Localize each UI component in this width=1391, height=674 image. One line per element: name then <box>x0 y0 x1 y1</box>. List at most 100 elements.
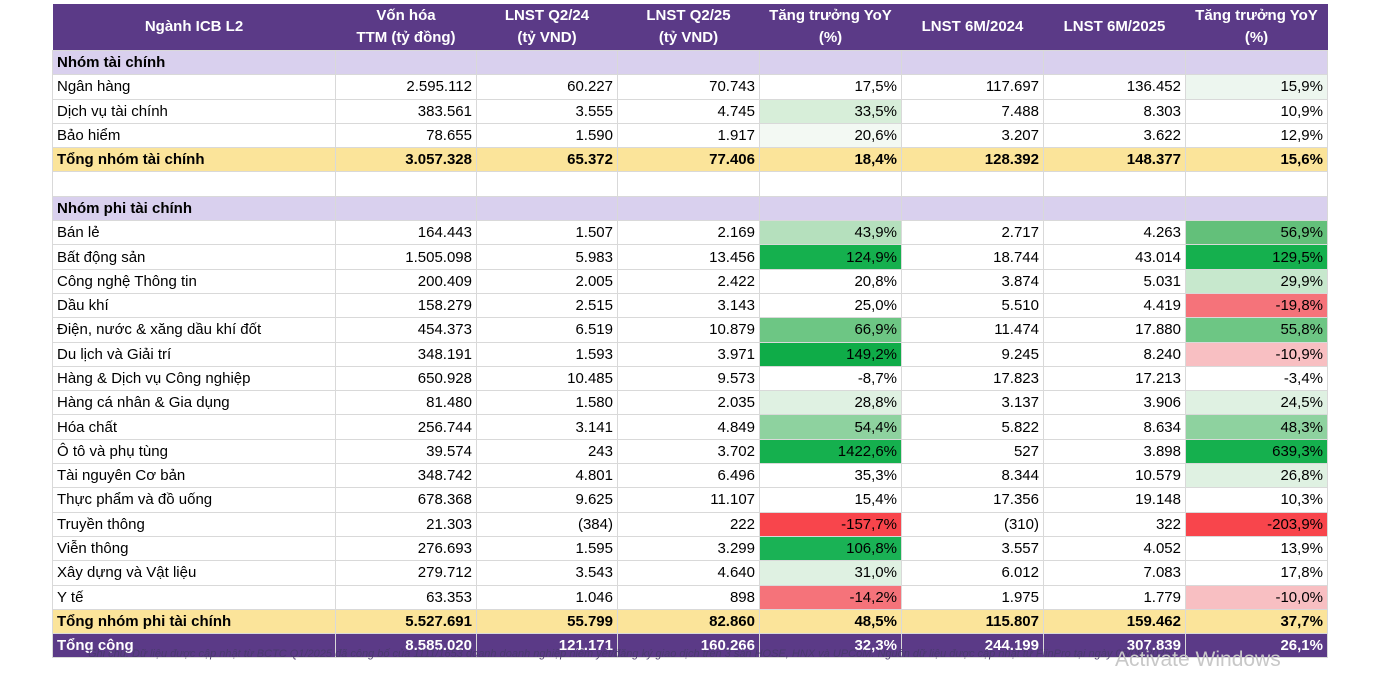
value-cell: 527 <box>901 438 1044 465</box>
value-cell: 243 <box>476 438 618 465</box>
column-header: LNST 6M/2024 <box>901 4 1044 51</box>
value-cell: 5.822 <box>901 414 1044 440</box>
empty-row <box>52 171 1328 197</box>
value-cell <box>476 49 618 76</box>
value-cell: 1.046 <box>476 584 618 610</box>
value-cell: 639,3% <box>1185 438 1328 465</box>
value-cell <box>1043 195 1186 222</box>
sector-name: Viễn thông <box>52 535 336 562</box>
sector-name: Xây dựng và Vật liệu <box>52 560 336 586</box>
value-cell: 3.299 <box>617 535 760 562</box>
value-cell: 244.199 <box>901 633 1044 659</box>
value-cell: 1.917 <box>617 122 760 149</box>
column-header: LNST Q2/24 (tỷ VND) <box>476 4 618 51</box>
value-cell: 15,6% <box>1185 147 1328 173</box>
value-cell: 82.860 <box>617 608 760 635</box>
group-row: Nhóm phi tài chính <box>52 195 1328 222</box>
value-cell: 2.169 <box>617 220 760 246</box>
value-cell <box>476 171 618 197</box>
sector-name: Hàng & Dịch vụ Công nghiệp <box>52 365 336 392</box>
value-cell: 307.839 <box>1043 633 1186 659</box>
value-cell: 5.983 <box>476 244 618 270</box>
value-cell: 17.823 <box>901 365 1044 392</box>
table-row: Viễn thông 276.693 1.595 3.299 106,8% 3.557 4.… <box>52 535 1328 562</box>
value-cell: 29,9% <box>1185 268 1328 294</box>
value-cell: 48,3% <box>1185 414 1328 440</box>
value-cell: 18,4% <box>759 147 902 173</box>
value-cell: (384) <box>476 511 618 537</box>
value-cell: 3.906 <box>1043 390 1186 416</box>
value-cell: 17.880 <box>1043 317 1186 343</box>
value-cell: 1.580 <box>476 390 618 416</box>
value-cell: 19.148 <box>1043 487 1186 513</box>
table-row: Ngân hàng 2.595.112 60.227 70.743 17,5% 117.6… <box>52 74 1328 100</box>
table-row: Y tế 63.353 1.046 898 -14,2% 1.975 1.779 -10,0% <box>52 584 1328 610</box>
value-cell: 276.693 <box>335 535 477 562</box>
value-cell: 63.353 <box>335 584 477 610</box>
value-cell: 10.579 <box>1043 463 1186 489</box>
value-cell: 11.474 <box>901 317 1044 343</box>
value-cell: 10.879 <box>617 317 760 343</box>
value-cell: 454.373 <box>335 317 477 343</box>
value-cell: 20,8% <box>759 268 902 294</box>
value-cell: 8.240 <box>1043 341 1186 367</box>
total-row: Tổng nhóm tài chính 3.057.328 65.372 77.406… <box>52 147 1328 173</box>
value-cell: 4.419 <box>1043 292 1186 319</box>
sector-name: Bán lẻ <box>52 220 336 246</box>
table-row: Hóa chất 256.744 3.141 4.849 54,4% 5.822 8.634… <box>52 414 1328 440</box>
value-cell: 11.107 <box>617 487 760 513</box>
value-cell: 2.717 <box>901 220 1044 246</box>
value-cell <box>901 195 1044 222</box>
value-cell: 8.634 <box>1043 414 1186 440</box>
value-cell: 279.712 <box>335 560 477 586</box>
value-cell: 15,9% <box>1185 74 1328 100</box>
value-cell: 348.191 <box>335 341 477 367</box>
value-cell: 10.485 <box>476 365 618 392</box>
table-row: Điện, nước & xăng dầu khí đốt 454.373 6.51… <box>52 317 1328 343</box>
value-cell: 1.505.098 <box>335 244 477 270</box>
table-header-row: Ngành ICB L2 Vốn hóa TTM (tỷ đồng) LNST Q2/… <box>52 4 1328 51</box>
value-cell <box>759 171 902 197</box>
sector-name: Hóa chất <box>52 414 336 440</box>
value-cell: 43.014 <box>1043 244 1186 270</box>
sector-name: Y tế <box>52 584 336 610</box>
value-cell: 322 <box>1043 511 1186 537</box>
value-cell <box>335 171 477 197</box>
value-cell <box>617 49 760 76</box>
value-cell: 4.745 <box>617 98 760 124</box>
value-cell: 78.655 <box>335 122 477 149</box>
value-cell: -19,8% <box>1185 292 1328 319</box>
value-cell: 383.561 <box>335 98 477 124</box>
value-cell: 158.279 <box>335 292 477 319</box>
value-cell: 65.372 <box>476 147 618 173</box>
value-cell: 28,8% <box>759 390 902 416</box>
value-cell: 136.452 <box>1043 74 1186 100</box>
value-cell: 3.543 <box>476 560 618 586</box>
value-cell: 3.971 <box>617 341 760 367</box>
table-row: Hàng & Dịch vụ Công nghiệp 650.928 10.485 9… <box>52 365 1328 392</box>
value-cell: 678.368 <box>335 487 477 513</box>
value-cell: 54,4% <box>759 414 902 440</box>
value-cell: 148.377 <box>1043 147 1186 173</box>
value-cell: 3.898 <box>1043 438 1186 465</box>
value-cell: 81.480 <box>335 390 477 416</box>
value-cell: 31,0% <box>759 560 902 586</box>
value-cell: 2.035 <box>617 390 760 416</box>
value-cell: 26,1% <box>1185 633 1328 659</box>
value-cell: 7.488 <box>901 98 1044 124</box>
value-cell: 17.356 <box>901 487 1044 513</box>
value-cell: 17.213 <box>1043 365 1186 392</box>
value-cell <box>759 195 902 222</box>
value-cell <box>901 171 1044 197</box>
value-cell: 159.462 <box>1043 608 1186 635</box>
value-cell: 124,9% <box>759 244 902 270</box>
sector-name: Tài nguyên Cơ bản <box>52 463 336 489</box>
value-cell: -3,4% <box>1185 365 1328 392</box>
value-cell: 3.557 <box>901 535 1044 562</box>
value-cell: 4.263 <box>1043 220 1186 246</box>
value-cell: 3.143 <box>617 292 760 319</box>
table-row: Du lịch và Giải trí 348.191 1.593 3.971 149,… <box>52 341 1328 367</box>
value-cell: 48,5% <box>759 608 902 635</box>
value-cell: 17,8% <box>1185 560 1328 586</box>
sector-name: Thực phẩm và đồ uống <box>52 487 336 513</box>
